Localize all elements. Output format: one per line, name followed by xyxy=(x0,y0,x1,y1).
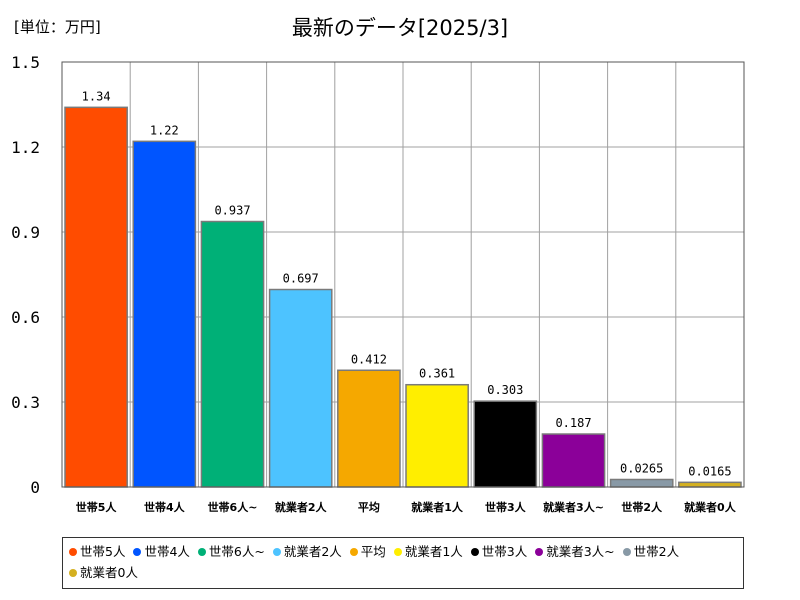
legend-label: 世帯2人 xyxy=(633,544,680,559)
bar xyxy=(541,433,606,488)
bar xyxy=(200,220,265,488)
legend-marker xyxy=(622,548,631,556)
legend-item: 就業者2人 xyxy=(272,541,342,562)
legend-marker xyxy=(69,548,77,556)
data-label: 0.697 xyxy=(283,272,319,286)
bar xyxy=(268,288,333,488)
legend-label: 就業者3人~ xyxy=(546,544,615,559)
bar xyxy=(609,478,674,488)
legend-item: 世帯2人 xyxy=(622,541,680,562)
legend-marker xyxy=(272,548,281,556)
legend-marker xyxy=(197,548,206,556)
bar xyxy=(337,369,401,488)
y-tick-label: 0.6 xyxy=(11,308,40,327)
bar xyxy=(64,106,128,488)
bar xyxy=(132,140,197,488)
x-tick-label: 世帯6人~ xyxy=(208,500,258,514)
legend-item: 世帯6人~ xyxy=(197,541,265,562)
data-label: 1.22 xyxy=(150,123,179,137)
x-tick-label: 就業者0人 xyxy=(684,500,737,514)
unit-label: [単位：万円] xyxy=(14,18,101,36)
x-tick-label: 世帯5人 xyxy=(76,500,118,514)
data-label: 0.303 xyxy=(487,383,523,397)
legend-item: 世帯3人 xyxy=(470,541,528,562)
x-tick-label: 世帯2人 xyxy=(621,500,663,514)
legend-label: 就業者0人 xyxy=(80,565,138,580)
legend-marker xyxy=(393,548,402,556)
x-tick-label: 平均 xyxy=(358,500,380,514)
legend-item: 就業者0人 xyxy=(69,562,138,583)
data-label: 0.0265 xyxy=(620,461,663,475)
legend-marker xyxy=(133,548,142,556)
legend-label: 平均 xyxy=(360,544,386,559)
y-tick-label: 0 xyxy=(30,478,40,497)
legend-label: 世帯5人 xyxy=(80,544,126,559)
bar-chart: 0 0.3 0.6 0.9 1.2 1.5 1.34 世帯5人 1.22 世帯4人 0.937 世帯6… xyxy=(11,53,745,514)
legend-marker xyxy=(470,548,479,556)
legend-marker xyxy=(535,548,544,556)
data-label: 0.187 xyxy=(555,416,591,430)
legend-item: 就業者3人~ xyxy=(535,541,615,562)
chart-title: 最新のデータ[2025/3] xyxy=(291,16,509,40)
legend-item: 平均 xyxy=(349,541,386,562)
x-tick-label: 就業者1人 xyxy=(411,500,464,514)
data-label: 0.937 xyxy=(214,204,250,218)
data-label: 1.34 xyxy=(82,89,111,103)
y-tick-label: 0.9 xyxy=(11,223,40,242)
x-tick-label: 世帯4人 xyxy=(144,500,186,514)
legend-marker xyxy=(349,548,358,556)
data-label: 0.412 xyxy=(351,352,387,366)
legend-label: 世帯4人 xyxy=(144,544,190,559)
legend-label: 世帯6人~ xyxy=(208,544,265,559)
x-tick-label: 世帯3人 xyxy=(485,500,527,514)
legend-marker xyxy=(69,569,77,577)
bar xyxy=(473,400,538,488)
legend-label: 世帯3人 xyxy=(481,544,528,559)
data-label: 0.0165 xyxy=(688,464,731,478)
y-tick-label: 1.5 xyxy=(11,53,40,72)
legend-label: 就業者2人 xyxy=(283,544,342,559)
legend-item: 世帯4人 xyxy=(133,541,190,562)
legend-item: 就業者1人 xyxy=(393,541,463,562)
y-tick-label: 1.2 xyxy=(11,138,40,157)
legend-label: 就業者1人 xyxy=(404,544,463,559)
bar xyxy=(678,481,742,488)
data-label: 0.361 xyxy=(419,367,455,381)
y-tick-label: 0.3 xyxy=(11,393,40,412)
bar xyxy=(405,383,469,488)
x-tick-label: 就業者2人 xyxy=(275,500,328,514)
plot-border xyxy=(61,61,745,488)
chart-legend: 世帯5人 世帯4人 世帯6人~ 就業者2人 平均 就業者1人 世帯3人 就業者3人~ 世帯2人就… xyxy=(62,537,744,589)
legend-item: 世帯5人 xyxy=(69,541,125,562)
x-tick-label: 就業者3人~ xyxy=(543,500,604,514)
